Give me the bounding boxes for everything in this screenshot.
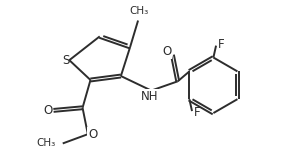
Text: F: F (194, 106, 200, 119)
Text: O: O (88, 128, 97, 141)
Text: S: S (62, 54, 70, 67)
Text: CH₃: CH₃ (130, 6, 149, 16)
Text: O: O (162, 45, 171, 58)
Text: NH: NH (141, 90, 159, 103)
Text: O: O (43, 104, 52, 117)
Text: CH₃: CH₃ (36, 138, 55, 148)
Text: F: F (218, 38, 224, 51)
